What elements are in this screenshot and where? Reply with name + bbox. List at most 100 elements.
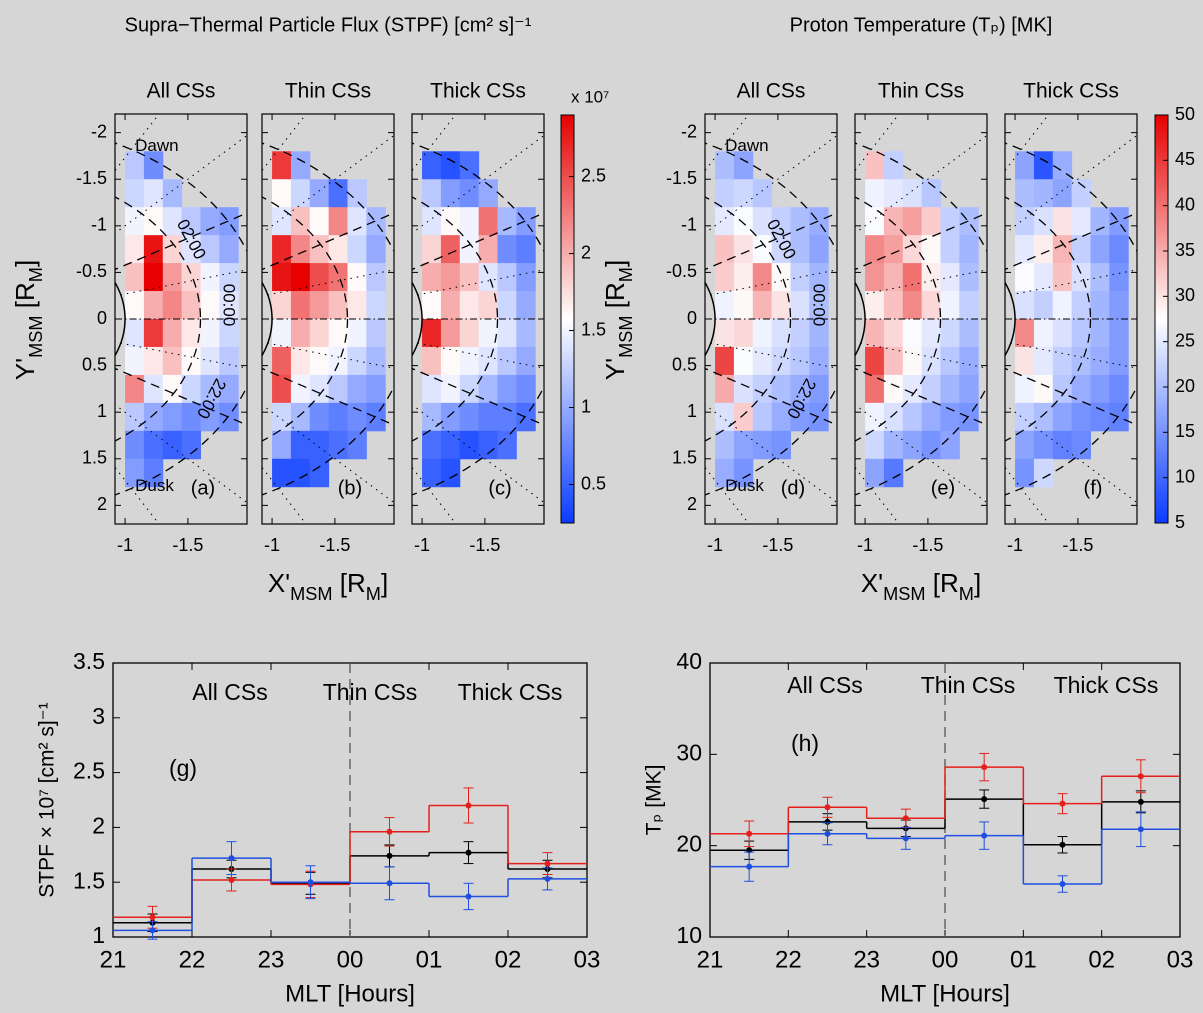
- label-part: [R: [333, 568, 366, 598]
- heat-cell: [1071, 402, 1091, 432]
- data-point: [544, 875, 551, 882]
- label-part: M: [26, 267, 46, 282]
- data-point: [465, 802, 472, 809]
- heat-cell: [440, 374, 461, 404]
- heat-cell: [347, 207, 367, 236]
- heat-cell: [1052, 319, 1073, 348]
- label-part: M: [366, 584, 381, 604]
- heat-cell: [366, 319, 386, 348]
- colorbar-tick-label: 15: [1175, 421, 1195, 441]
- heat-cell: [940, 402, 960, 432]
- heat-cell: [162, 346, 183, 376]
- heat-cell: [715, 346, 735, 376]
- data-point: [1059, 800, 1066, 807]
- heat-cell: [733, 235, 754, 264]
- heat-cell: [921, 179, 941, 208]
- colorbar-tick-label: 40: [1175, 194, 1195, 214]
- heat-cell: [309, 458, 330, 488]
- heat-cell: [422, 263, 442, 292]
- label-part: MSM: [290, 584, 332, 604]
- heat-cell: [459, 263, 480, 292]
- heat-cell: [1033, 374, 1054, 404]
- heat-cell: [347, 374, 367, 404]
- heat-cell: [959, 291, 979, 320]
- heat-cell: [272, 319, 292, 348]
- heat-cell: [440, 319, 461, 348]
- heat-cell: [1033, 319, 1054, 348]
- legend-label: All CSs: [787, 672, 862, 698]
- heat-cell: [219, 319, 239, 348]
- x-tick-label: -1.5: [762, 535, 793, 555]
- x-axis-label: MLT [Hours]: [880, 980, 1010, 1007]
- heat-cell: [865, 235, 885, 264]
- heat-cell: [125, 458, 145, 488]
- data-point: [902, 815, 909, 822]
- mlt-line: [705, 341, 837, 369]
- heat-cell: [1090, 235, 1110, 264]
- heat-cell: [497, 207, 517, 236]
- heat-cell: [459, 207, 480, 236]
- heat-cell: [290, 207, 311, 236]
- panel-label: (d): [781, 477, 805, 499]
- heat-cell: [181, 263, 201, 292]
- heat-cell: [1109, 235, 1129, 264]
- y-tick-label: 1: [97, 401, 107, 421]
- panel-label: (b): [338, 477, 362, 499]
- heat-cell: [1090, 402, 1110, 432]
- heat-cell: [715, 319, 735, 348]
- annotation: Dawn: [725, 136, 768, 155]
- heat-cell: [366, 346, 386, 376]
- heat-cell: [771, 235, 791, 264]
- heat-cell: [790, 235, 810, 264]
- heat-cell: [921, 263, 941, 292]
- heat-cell: [790, 207, 810, 236]
- heat-cell: [865, 263, 885, 292]
- x-tick-label: -1.5: [172, 535, 203, 555]
- heat-cell: [733, 151, 754, 180]
- heat-cell: [865, 374, 885, 404]
- y-tick-label: 1.5: [82, 448, 107, 468]
- heat-cell: [1071, 346, 1091, 376]
- heat-cell: [272, 207, 292, 236]
- data-point: [149, 927, 156, 934]
- mlt-line: [115, 404, 247, 504]
- heat-cell: [200, 207, 220, 236]
- heat-cell: [1015, 263, 1035, 292]
- heat-cell: [143, 374, 164, 404]
- heat-cell: [865, 207, 885, 236]
- panel: [855, 114, 987, 524]
- heat-cell: [1052, 430, 1073, 460]
- heat-cell: [752, 291, 773, 320]
- heat-cell: [902, 430, 923, 460]
- heat-cell: [219, 346, 239, 376]
- heat-cell: [200, 235, 220, 264]
- heat-cell: [459, 346, 480, 376]
- heat-cell: [1109, 263, 1129, 292]
- heat-cell: [516, 374, 536, 404]
- heat-cell: [771, 430, 791, 460]
- label-part: X': [268, 568, 290, 598]
- heat-cell: [422, 430, 442, 460]
- x-tick-label: 21: [100, 946, 127, 973]
- heat-cell: [366, 374, 386, 404]
- heat-cell: [1033, 179, 1054, 208]
- heat-cell: [125, 179, 145, 208]
- x-axis-label: MLT [Hours]: [285, 980, 415, 1007]
- heat-cell: [328, 179, 348, 208]
- y-tick-label: 10: [676, 922, 702, 948]
- heat-cell: [809, 263, 829, 292]
- heat-cell: [1052, 346, 1073, 376]
- heat-cell: [771, 402, 791, 432]
- heat-cell: [290, 263, 311, 292]
- heat-cell: [733, 402, 754, 432]
- colorbar-tick-label: 1.5: [581, 319, 606, 339]
- heat-cell: [143, 235, 164, 264]
- legend-label: All CSs: [192, 679, 267, 705]
- panel: [262, 114, 394, 524]
- y-tick-label: 1.5: [73, 867, 105, 893]
- heat-cell: [125, 319, 145, 348]
- heat-cell: [440, 458, 461, 488]
- mlt-line: [412, 404, 544, 504]
- panel-subtitle: All CSs: [147, 80, 216, 103]
